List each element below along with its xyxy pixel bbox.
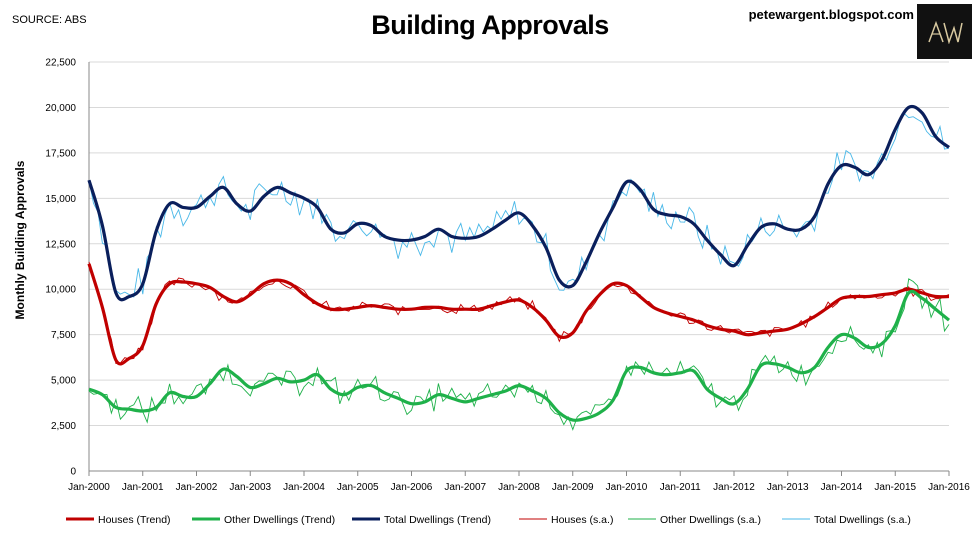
x-tick-label: Jan-2007 bbox=[444, 482, 486, 493]
y-tick-label: 0 bbox=[70, 467, 76, 478]
x-tick-label: Jan-2012 bbox=[713, 482, 755, 493]
seasonally-adjusted-lines bbox=[88, 112, 950, 431]
y-tick-label: 12,500 bbox=[45, 239, 76, 250]
x-tick-label: Jan-2001 bbox=[122, 482, 164, 493]
gridlines bbox=[89, 61, 949, 472]
y-tick-label: 20,000 bbox=[45, 103, 76, 114]
x-tick-label: Jan-2002 bbox=[176, 482, 218, 493]
chart-title: Building Approvals bbox=[371, 10, 609, 40]
y-axis-label: Monthly Building Approvals bbox=[13, 160, 27, 319]
total-dwellings-trend-line bbox=[87, 104, 951, 302]
y-tick-label: 10,000 bbox=[45, 285, 76, 296]
legend-label: Other Dwellings (s.a.) bbox=[660, 514, 761, 526]
legend-label: Houses (Trend) bbox=[98, 514, 171, 526]
other-dwellings-sa-line bbox=[88, 278, 950, 431]
x-tick-label: Jan-2010 bbox=[606, 482, 648, 493]
x-tick-label: Jan-2013 bbox=[767, 482, 809, 493]
x-tick-label: Jan-2006 bbox=[391, 482, 433, 493]
axes: 0 2,500 5,000 7,500 10,000 12,500 15,000 17,500… bbox=[45, 58, 970, 494]
legend-other-dwellings-sa: Other Dwellings (s.a.) bbox=[628, 514, 761, 526]
blog-url[interactable]: petewargent.blogspot.com bbox=[748, 7, 914, 22]
legend-other-dwellings-trend: Other Dwellings (Trend) bbox=[192, 514, 335, 526]
y-tick-label: 5,000 bbox=[51, 376, 76, 387]
y-tick-label: 2,500 bbox=[51, 421, 76, 432]
legend-houses-sa: Houses (s.a.) bbox=[519, 514, 613, 526]
x-tick-label: Jan-2005 bbox=[337, 482, 379, 493]
legend-label: Total Dwellings (Trend) bbox=[384, 514, 491, 526]
legend-total-dwellings-trend: Total Dwellings (Trend) bbox=[352, 514, 491, 526]
y-tick-label: 22,500 bbox=[45, 58, 76, 69]
legend-label: Other Dwellings (Trend) bbox=[224, 514, 335, 526]
y-tick-label: 7,500 bbox=[51, 330, 76, 341]
y-tick-label: 17,500 bbox=[45, 148, 76, 159]
legend-houses-trend: Houses (Trend) bbox=[66, 514, 171, 526]
x-tick-label: Jan-2008 bbox=[498, 482, 540, 493]
other-dwellings-trend-line bbox=[88, 289, 951, 422]
aw-logo bbox=[917, 4, 972, 59]
legend-label: Total Dwellings (s.a.) bbox=[814, 514, 911, 526]
trend-lines bbox=[87, 104, 951, 422]
legend-total-dwellings-sa: Total Dwellings (s.a.) bbox=[782, 514, 911, 526]
x-tick-label: Jan-2000 bbox=[68, 482, 110, 493]
x-tick-label: Jan-2011 bbox=[660, 482, 701, 493]
houses-sa-line bbox=[88, 261, 950, 364]
x-tick-label: Jan-2015 bbox=[874, 482, 916, 493]
houses-trend-line bbox=[87, 263, 950, 366]
legend-label: Houses (s.a.) bbox=[551, 514, 613, 526]
x-tick-label: Jan-2016 bbox=[928, 482, 970, 493]
source-note: SOURCE: ABS bbox=[12, 14, 87, 26]
y-tick-label: 15,000 bbox=[45, 194, 76, 205]
x-tick-label: Jan-2009 bbox=[552, 482, 594, 493]
x-tick-label: Jan-2004 bbox=[283, 482, 325, 493]
legend: Houses (Trend) Other Dwellings (Trend) Tot… bbox=[66, 514, 911, 526]
x-tick-label: Jan-2003 bbox=[229, 482, 271, 493]
x-tick-label: Jan-2014 bbox=[821, 482, 863, 493]
